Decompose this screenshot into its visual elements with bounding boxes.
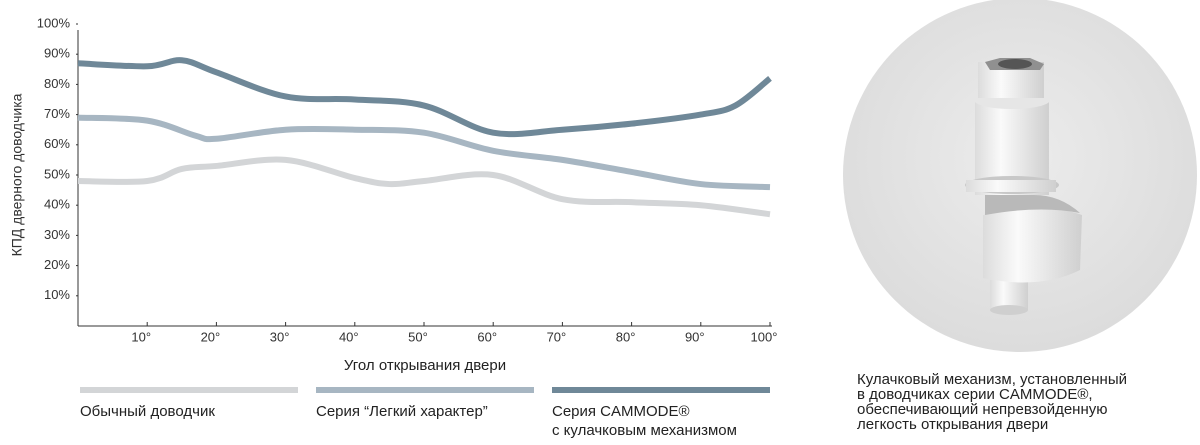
y-tick-label: 80% bbox=[44, 76, 70, 91]
x-tick-label: 40° bbox=[339, 329, 359, 344]
caption: Кулачковый механизм, установленный в дово… bbox=[857, 372, 1127, 432]
illustration bbox=[843, 0, 1197, 352]
x-tick-label: 10° bbox=[131, 329, 151, 344]
x-tick-label: 20° bbox=[201, 329, 221, 344]
x-axis-label: Угол открывания двери bbox=[344, 357, 506, 374]
x-tick-label: 30° bbox=[270, 329, 290, 344]
caption-line: Кулачковый механизм, установленный bbox=[857, 371, 1127, 388]
data-line bbox=[77, 57, 772, 138]
y-tick-label: 20% bbox=[44, 257, 70, 272]
data-line bbox=[77, 156, 771, 218]
y-tick-label: 10% bbox=[44, 287, 70, 302]
caption-line: обеспечивающий непревзойденную bbox=[857, 401, 1108, 418]
data-line bbox=[77, 114, 771, 191]
y-tick-label: 50% bbox=[44, 166, 70, 181]
legend-label: Обычный доводчик bbox=[80, 403, 215, 420]
y-tick-label: 30% bbox=[44, 227, 70, 242]
y-tick-label: 100% bbox=[37, 15, 71, 30]
caption-line: в доводчиках серии CAMMODE®, bbox=[857, 386, 1093, 403]
x-tick-label: 70° bbox=[547, 329, 567, 344]
x-tick-label: 90° bbox=[685, 329, 705, 344]
y-tick-label: 40% bbox=[44, 197, 70, 212]
x-tick-label: 80° bbox=[616, 329, 636, 344]
x-tick-label: 50° bbox=[408, 329, 428, 344]
y-tick-label: 60% bbox=[44, 136, 70, 151]
caption-line: легкость открывания двери bbox=[857, 416, 1049, 433]
y-axis-label: КПД дверного доводчика bbox=[9, 93, 25, 256]
y-tick-label: 70% bbox=[44, 106, 70, 121]
legend-label: Серия CAMMODE® с кулачковым механизмом bbox=[552, 403, 737, 439]
x-tick-label: 60° bbox=[477, 329, 497, 344]
y-tick-label: 90% bbox=[44, 46, 70, 61]
x-tick-label: 100° bbox=[751, 329, 778, 344]
legend-label: Серия “Легкий характер” bbox=[316, 403, 488, 420]
